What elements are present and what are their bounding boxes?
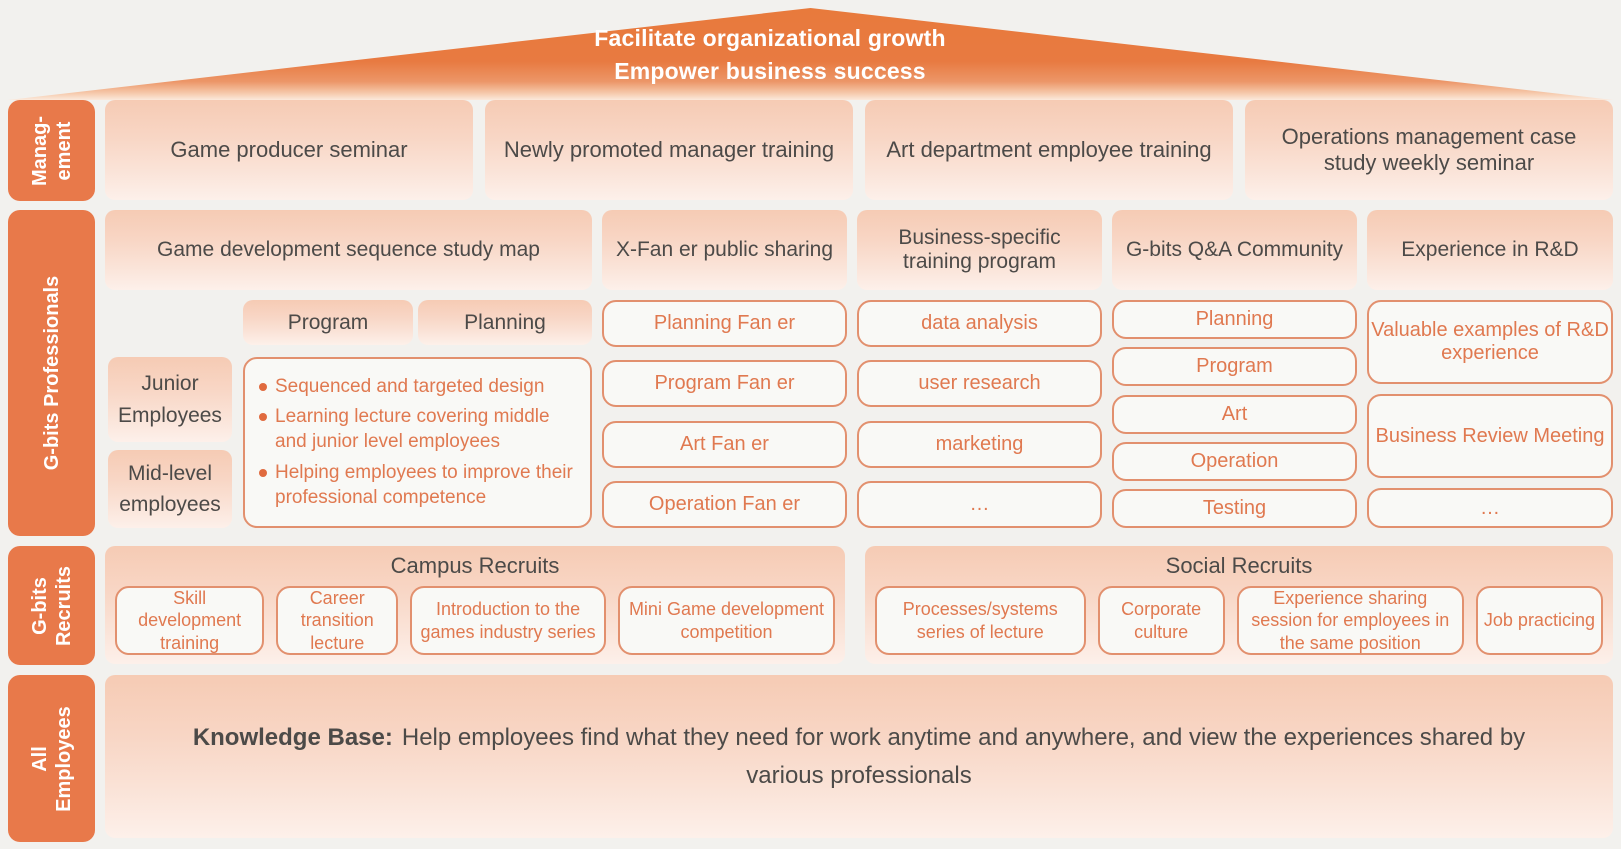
bullet-text: Learning lecture covering middle and jun… (275, 406, 550, 453)
rd-experience-item: Valuable examples of R&D experience (1367, 300, 1613, 384)
bullet-item: Learning lecture covering middle and jun… (259, 405, 578, 454)
sidebar-label-recruits-text: G-bits Recruits (28, 565, 75, 646)
fan-sharing-item: Program Fan er (602, 360, 847, 408)
track-program: Program (243, 300, 413, 345)
social-recruit-item: Experience sharing session for employees… (1236, 586, 1464, 655)
qa-community-item: Art (1112, 394, 1357, 434)
campus-recruit-item: Skill development training (115, 586, 265, 655)
bullet-item: Helping employees to improve their profe… (259, 461, 578, 510)
study-map-column: Game development sequence study map Prog… (105, 210, 592, 536)
sidebar-label-all-employees-text: All Employees (28, 705, 75, 812)
all-employees-row: Knowledge Base: Help employees find what … (105, 675, 1613, 838)
sidebar-label-management-text: Manag- ement (28, 115, 75, 186)
fan-sharing-item: Operation Fan er (602, 480, 847, 528)
campus-recruits-items: Skill development training Career transi… (115, 586, 835, 655)
management-item: Operations management case study weekly … (1245, 100, 1613, 200)
sidebar-label-professionals: G-bits Professionals (8, 210, 95, 536)
rd-experience-item: Business Review Meeting (1367, 394, 1613, 478)
level-mid-employees: Mid-level employees (108, 450, 232, 528)
business-training-item: user research (857, 360, 1102, 408)
fan-sharing-header: X-Fan er public sharing (602, 210, 847, 290)
qa-community-header: G-bits Q&A Community (1112, 210, 1357, 290)
management-item: Newly promoted manager training (485, 100, 853, 200)
qa-community-item: Operation (1112, 441, 1357, 481)
management-item: Game producer seminar (105, 100, 473, 200)
sidebar-label-management: Manag- ement (8, 100, 95, 201)
fan-sharing-item: Planning Fan er (602, 300, 847, 347)
rd-experience-header: Experience in R&D (1367, 210, 1613, 290)
qa-community-item: Planning (1112, 300, 1357, 339)
social-recruit-item: Processes/systems series of lecture (875, 586, 1086, 655)
bullet-item: Sequenced and targeted design (259, 375, 544, 400)
social-recruits-items: Processes/systems series of lecture Corp… (875, 586, 1604, 655)
professionals-row: Game development sequence study map Prog… (105, 210, 1613, 536)
recruits-row: Campus Recruits Skill development traini… (105, 546, 1613, 664)
fan-sharing-column: X-Fan er public sharing Planning Fan er … (602, 210, 847, 536)
sidebar-label-all-employees: All Employees (8, 675, 95, 842)
social-recruit-item: Job practicing (1475, 586, 1604, 655)
rd-experience-column: Experience in R&D Valuable examples of R… (1367, 210, 1613, 536)
business-training-column: Business-specific training program data … (857, 210, 1102, 536)
bullet-text: Helping employees to improve their profe… (275, 461, 573, 508)
bullet-dot-icon (259, 468, 267, 477)
rd-experience-items: Valuable examples of R&D experience Busi… (1367, 300, 1613, 528)
track-planning: Planning (418, 300, 592, 345)
qa-community-item: Program (1112, 347, 1357, 387)
rd-experience-item: … (1367, 488, 1613, 528)
social-recruits-panel: Social Recruits Processes/systems series… (865, 546, 1613, 664)
knowledge-base-description: Help employees find what they need for w… (401, 724, 1526, 789)
business-training-item: … (857, 480, 1102, 528)
roof-title: Facilitate organizational growth Empower… (594, 25, 946, 85)
bullet-dot-icon (259, 413, 267, 422)
management-item: Art department employee training (865, 100, 1233, 200)
knowledge-base-panel: Knowledge Base: Help employees find what … (105, 675, 1613, 838)
business-training-item: marketing (857, 420, 1102, 468)
knowledge-base-text: Knowledge Base: Help employees find what … (165, 719, 1552, 793)
qa-community-item: Testing (1112, 489, 1357, 528)
bullet-dot-icon (259, 382, 267, 391)
study-map-bullets: Sequenced and targeted design Learning l… (243, 357, 592, 528)
campus-recruits-header: Campus Recruits (390, 553, 560, 578)
sidebar-label-recruits: G-bits Recruits (8, 546, 95, 665)
business-training-items: data analysis user research marketing … (857, 300, 1102, 528)
business-training-item: data analysis (857, 300, 1102, 347)
fan-sharing-item: Art Fan er (602, 420, 847, 468)
qa-community-column: G-bits Q&A Community Planning Program Ar… (1112, 210, 1357, 536)
study-map-header: Game development sequence study map (105, 210, 592, 290)
sidebar-label-professionals-text: G-bits Professionals (40, 275, 63, 471)
management-row: Game producer seminar Newly promoted man… (105, 100, 1613, 200)
social-recruit-item: Corporate culture (1097, 586, 1225, 655)
level-junior-employees: Junior Employees (108, 357, 232, 442)
fan-sharing-items: Planning Fan er Program Fan er Art Fan e… (602, 300, 847, 528)
bullet-text: Sequenced and targeted design (275, 375, 545, 397)
knowledge-base-label: Knowledge Base: (192, 724, 393, 752)
campus-recruits-panel: Campus Recruits Skill development traini… (105, 546, 845, 664)
social-recruits-header: Social Recruits (1165, 553, 1313, 578)
campus-recruit-item: Mini Game development competition (617, 586, 835, 655)
campus-recruit-item: Introduction to the games industry serie… (410, 586, 606, 655)
campus-recruit-item: Career transition lecture (276, 586, 399, 655)
business-training-header: Business-specific training program (857, 210, 1102, 290)
qa-community-items: Planning Program Art Operation Testing (1112, 300, 1357, 528)
